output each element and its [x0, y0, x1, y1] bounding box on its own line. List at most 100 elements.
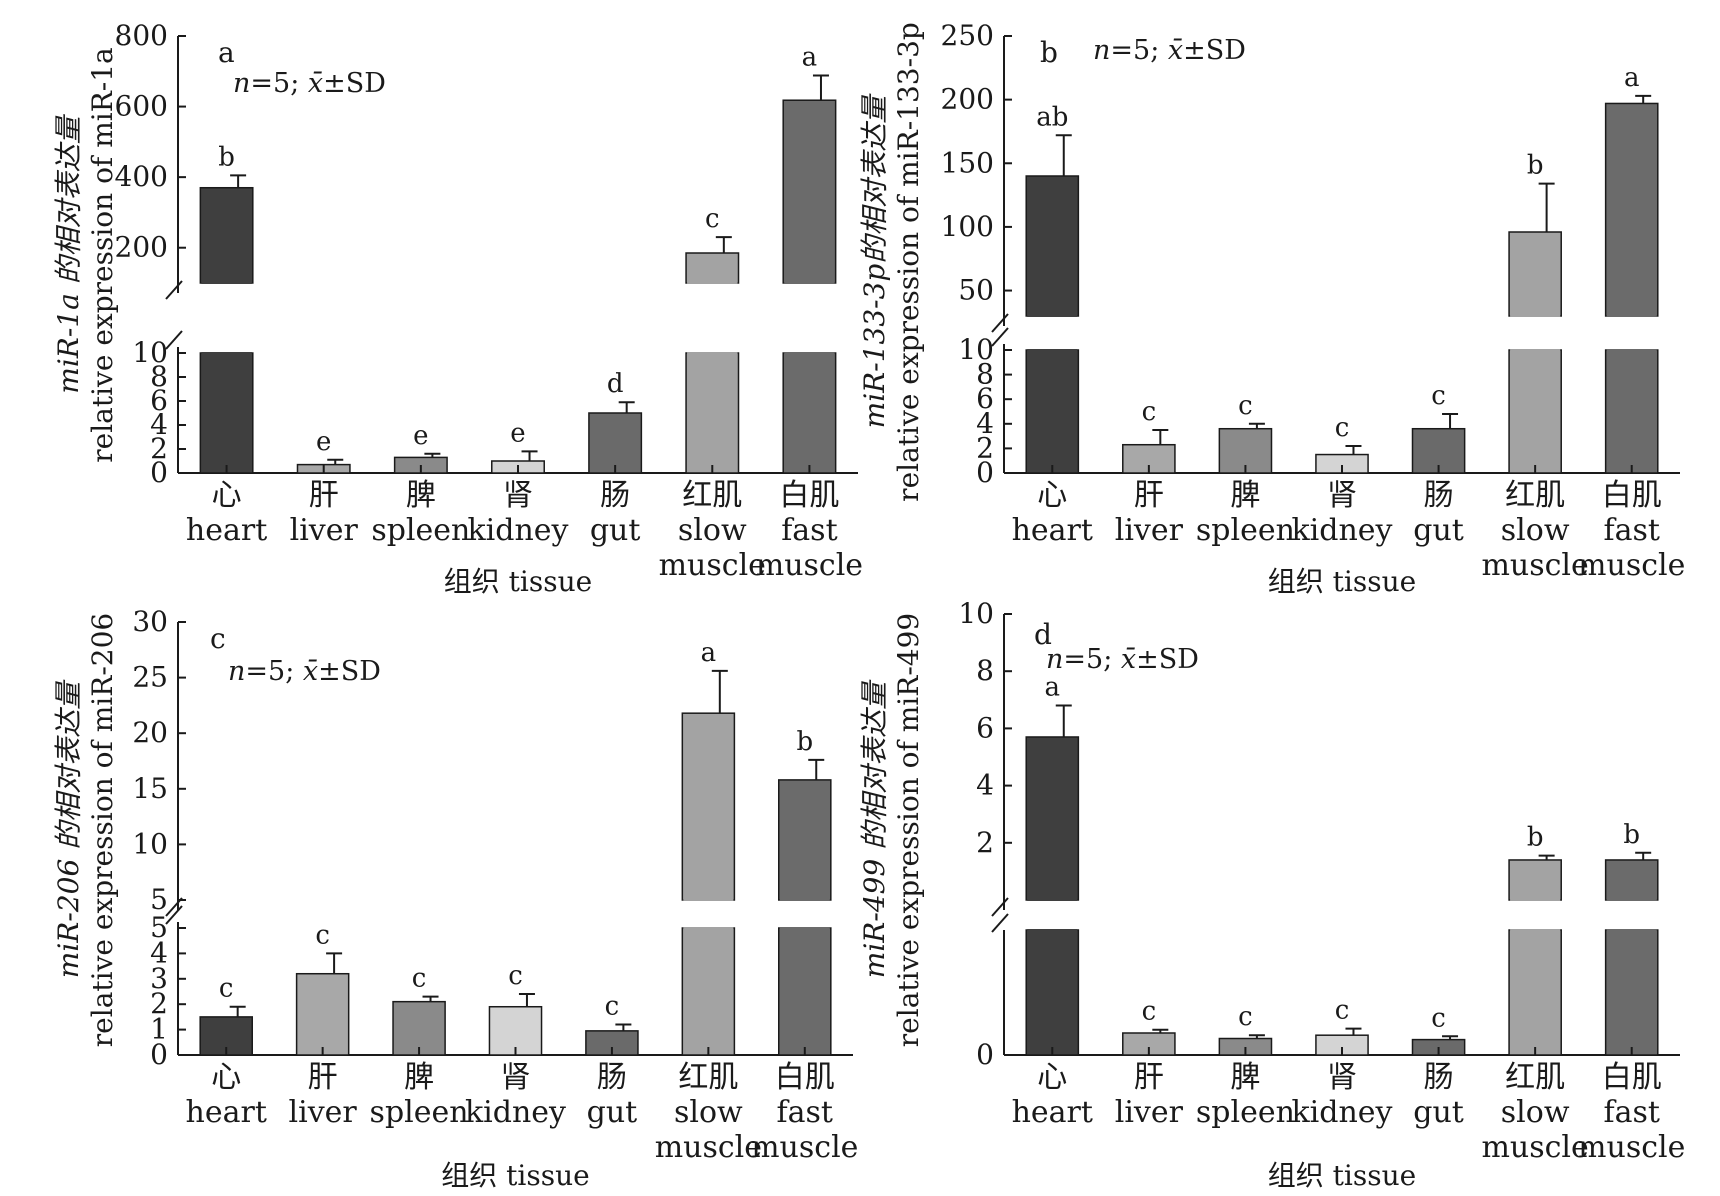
significance-label: c — [1238, 391, 1253, 421]
y-tick-label: 10 — [958, 597, 994, 630]
significance-label: b — [1527, 151, 1544, 181]
category-label-en: kidney — [1291, 1095, 1392, 1130]
significance-label: b — [218, 142, 235, 172]
category-label-en: spleen — [370, 1095, 469, 1130]
category-label-en: spleen — [1196, 1095, 1295, 1130]
y-axis-label: miR-206 的相对表达量 — [52, 679, 85, 978]
bar — [1025, 175, 1080, 317]
axis-break-mark — [165, 280, 183, 300]
y-axis-label: miR-1a 的相对表达量 — [52, 113, 85, 393]
bar — [1508, 859, 1562, 901]
bar — [295, 972, 350, 1056]
y-tick-label: 6 — [976, 382, 994, 415]
significance-label: e — [413, 421, 428, 451]
y-tick-label: 5 — [150, 911, 168, 944]
axis-break-mark — [991, 897, 1009, 917]
category-label-cn: 肝 — [309, 478, 339, 513]
bar-lower — [1508, 349, 1562, 474]
category-label-cn: 肾 — [501, 1060, 531, 1095]
bar — [1411, 427, 1466, 474]
category-label-en: spleen — [1196, 513, 1295, 548]
y-tick-label: 25 — [132, 661, 168, 694]
category-label-en: heart — [1012, 513, 1093, 548]
stat-note: n=5; x̄±SD — [233, 68, 386, 99]
bar-lower — [681, 927, 736, 1056]
category-label-cn: 白肌 — [1602, 1060, 1662, 1095]
category-label-cn: 心 — [212, 478, 242, 513]
category-label-en-2: muscle — [659, 548, 766, 583]
significance-label: c — [1431, 381, 1446, 411]
category-label-en: heart — [1012, 1095, 1093, 1130]
axis-break-mark — [991, 913, 1009, 933]
axis-break-mark — [165, 330, 183, 350]
x-axis-label: 组织 tissue — [444, 565, 592, 598]
y-tick-label: 200 — [115, 231, 168, 264]
category-label-cn: 肾 — [1327, 478, 1357, 513]
category-label-en: gut — [1413, 1095, 1464, 1130]
y-tick-label: 1 — [150, 1013, 168, 1046]
bar — [685, 252, 740, 284]
stat-note: n=5; x̄±SD — [228, 656, 381, 687]
category-label-en: fast — [777, 1095, 833, 1130]
y-tick-label: 4 — [976, 769, 994, 802]
category-label-en-2: muscle — [1481, 548, 1588, 583]
y-tick-label: 6 — [150, 384, 168, 417]
chart-panel-b: 024681050100150200250ab心heartc肝liverc脾sp… — [858, 19, 1685, 598]
panel-letter: a — [218, 36, 235, 69]
bar-lower — [782, 352, 837, 474]
category-label-en-2: muscle — [655, 1130, 762, 1165]
y-tick-label: 200 — [941, 83, 994, 116]
category-label-en: liver — [289, 1095, 358, 1130]
chart-panel-a: 0246810200400600800b心hearte肝livere脾splee… — [52, 19, 863, 598]
category-label-cn: 肠 — [1424, 1060, 1454, 1095]
category-label-cn: 肝 — [1134, 478, 1164, 513]
y-tick-label: 0 — [150, 1038, 168, 1071]
y-axis-label-en: relative expression of miR-499 — [892, 613, 925, 1047]
category-label-cn: 心 — [1037, 1060, 1067, 1095]
category-label-cn: 白肌 — [1602, 478, 1662, 513]
bar — [588, 412, 643, 474]
category-label-en: kidney — [1291, 513, 1392, 548]
bar-lower — [1604, 349, 1659, 474]
category-label-en: slow — [674, 1095, 743, 1130]
axis-break-mark — [165, 905, 183, 925]
bar — [392, 1000, 446, 1056]
category-label-en: kidney — [465, 1095, 566, 1130]
category-label-en: liver — [290, 513, 359, 548]
y-axis-label-en: relative expression of miR-133-3p — [892, 22, 925, 502]
significance-label: a — [802, 43, 818, 73]
significance-label: c — [1335, 996, 1350, 1026]
category-label-cn: 肾 — [1327, 1060, 1357, 1095]
y-tick-label: 400 — [115, 160, 168, 193]
chart-panel-d: 0246810a心heartc肝liverc脾spleenc肾kidneyc肠g… — [858, 597, 1685, 1192]
y-tick-label: 8 — [976, 358, 994, 391]
y-tick-label: 2 — [150, 987, 168, 1020]
significance-label: b — [1527, 823, 1544, 853]
category-label-en: fast — [781, 513, 837, 548]
axis-break-mark — [991, 327, 1009, 347]
significance-label: c — [1142, 997, 1157, 1027]
category-label-en: fast — [1603, 1095, 1659, 1130]
y-tick-label: 10 — [132, 336, 168, 369]
category-label-cn: 肾 — [503, 478, 533, 513]
bar-lower — [1508, 929, 1562, 1056]
y-tick-label: 4 — [976, 407, 994, 440]
bar — [1604, 859, 1659, 901]
y-tick-label: 20 — [132, 716, 168, 749]
x-axis-label: 组织 tissue — [1268, 565, 1416, 598]
y-tick-label: 0 — [976, 456, 994, 489]
y-tick-label: 15 — [132, 772, 168, 805]
stat-note: n=5; x̄±SD — [1046, 644, 1199, 675]
category-label-cn: 肠 — [600, 478, 630, 513]
significance-label: c — [1431, 1003, 1446, 1033]
panel-letter: d — [1034, 618, 1052, 651]
panel-letter: b — [1040, 36, 1058, 69]
significance-label: c — [1142, 397, 1157, 427]
bar-lower — [1025, 349, 1080, 474]
y-tick-label: 10 — [958, 333, 994, 366]
category-label-cn: 脾 — [406, 478, 436, 513]
y-tick-label: 3 — [150, 962, 168, 995]
significance-label: c — [1238, 1002, 1253, 1032]
y-tick-label: 50 — [958, 274, 994, 307]
y-axis-label: miR-499 的相对表达量 — [858, 679, 891, 978]
